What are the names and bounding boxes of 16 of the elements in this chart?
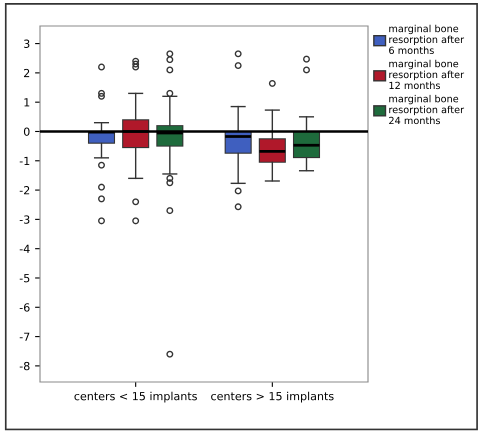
y-tick-label: -6 <box>20 303 30 312</box>
y-tick-label: -5 <box>20 274 30 282</box>
y-tick-label: -2 <box>20 186 30 194</box>
y-tick-label: 2 <box>24 68 30 78</box>
legend-label: marginal bone resorption after 6 months <box>389 24 464 54</box>
y-tick-label: -8 <box>20 362 30 370</box>
y-tick-label: -4 <box>20 244 30 253</box>
y-tick-label: 3 <box>24 40 30 48</box>
y-tick-label: 0 <box>24 127 30 136</box>
x-tick-label: centers > 15 implants <box>211 392 334 402</box>
y-tick-label: -7 <box>20 332 30 341</box>
y-tick-label: -1 <box>20 156 30 166</box>
y-tick-label: 1 <box>24 98 30 106</box>
y-tick-label: -3 <box>20 215 30 224</box>
legend-label: marginal bone resorption after 24 months <box>389 94 464 124</box>
x-tick-label: centers < 15 implants <box>74 392 197 402</box>
